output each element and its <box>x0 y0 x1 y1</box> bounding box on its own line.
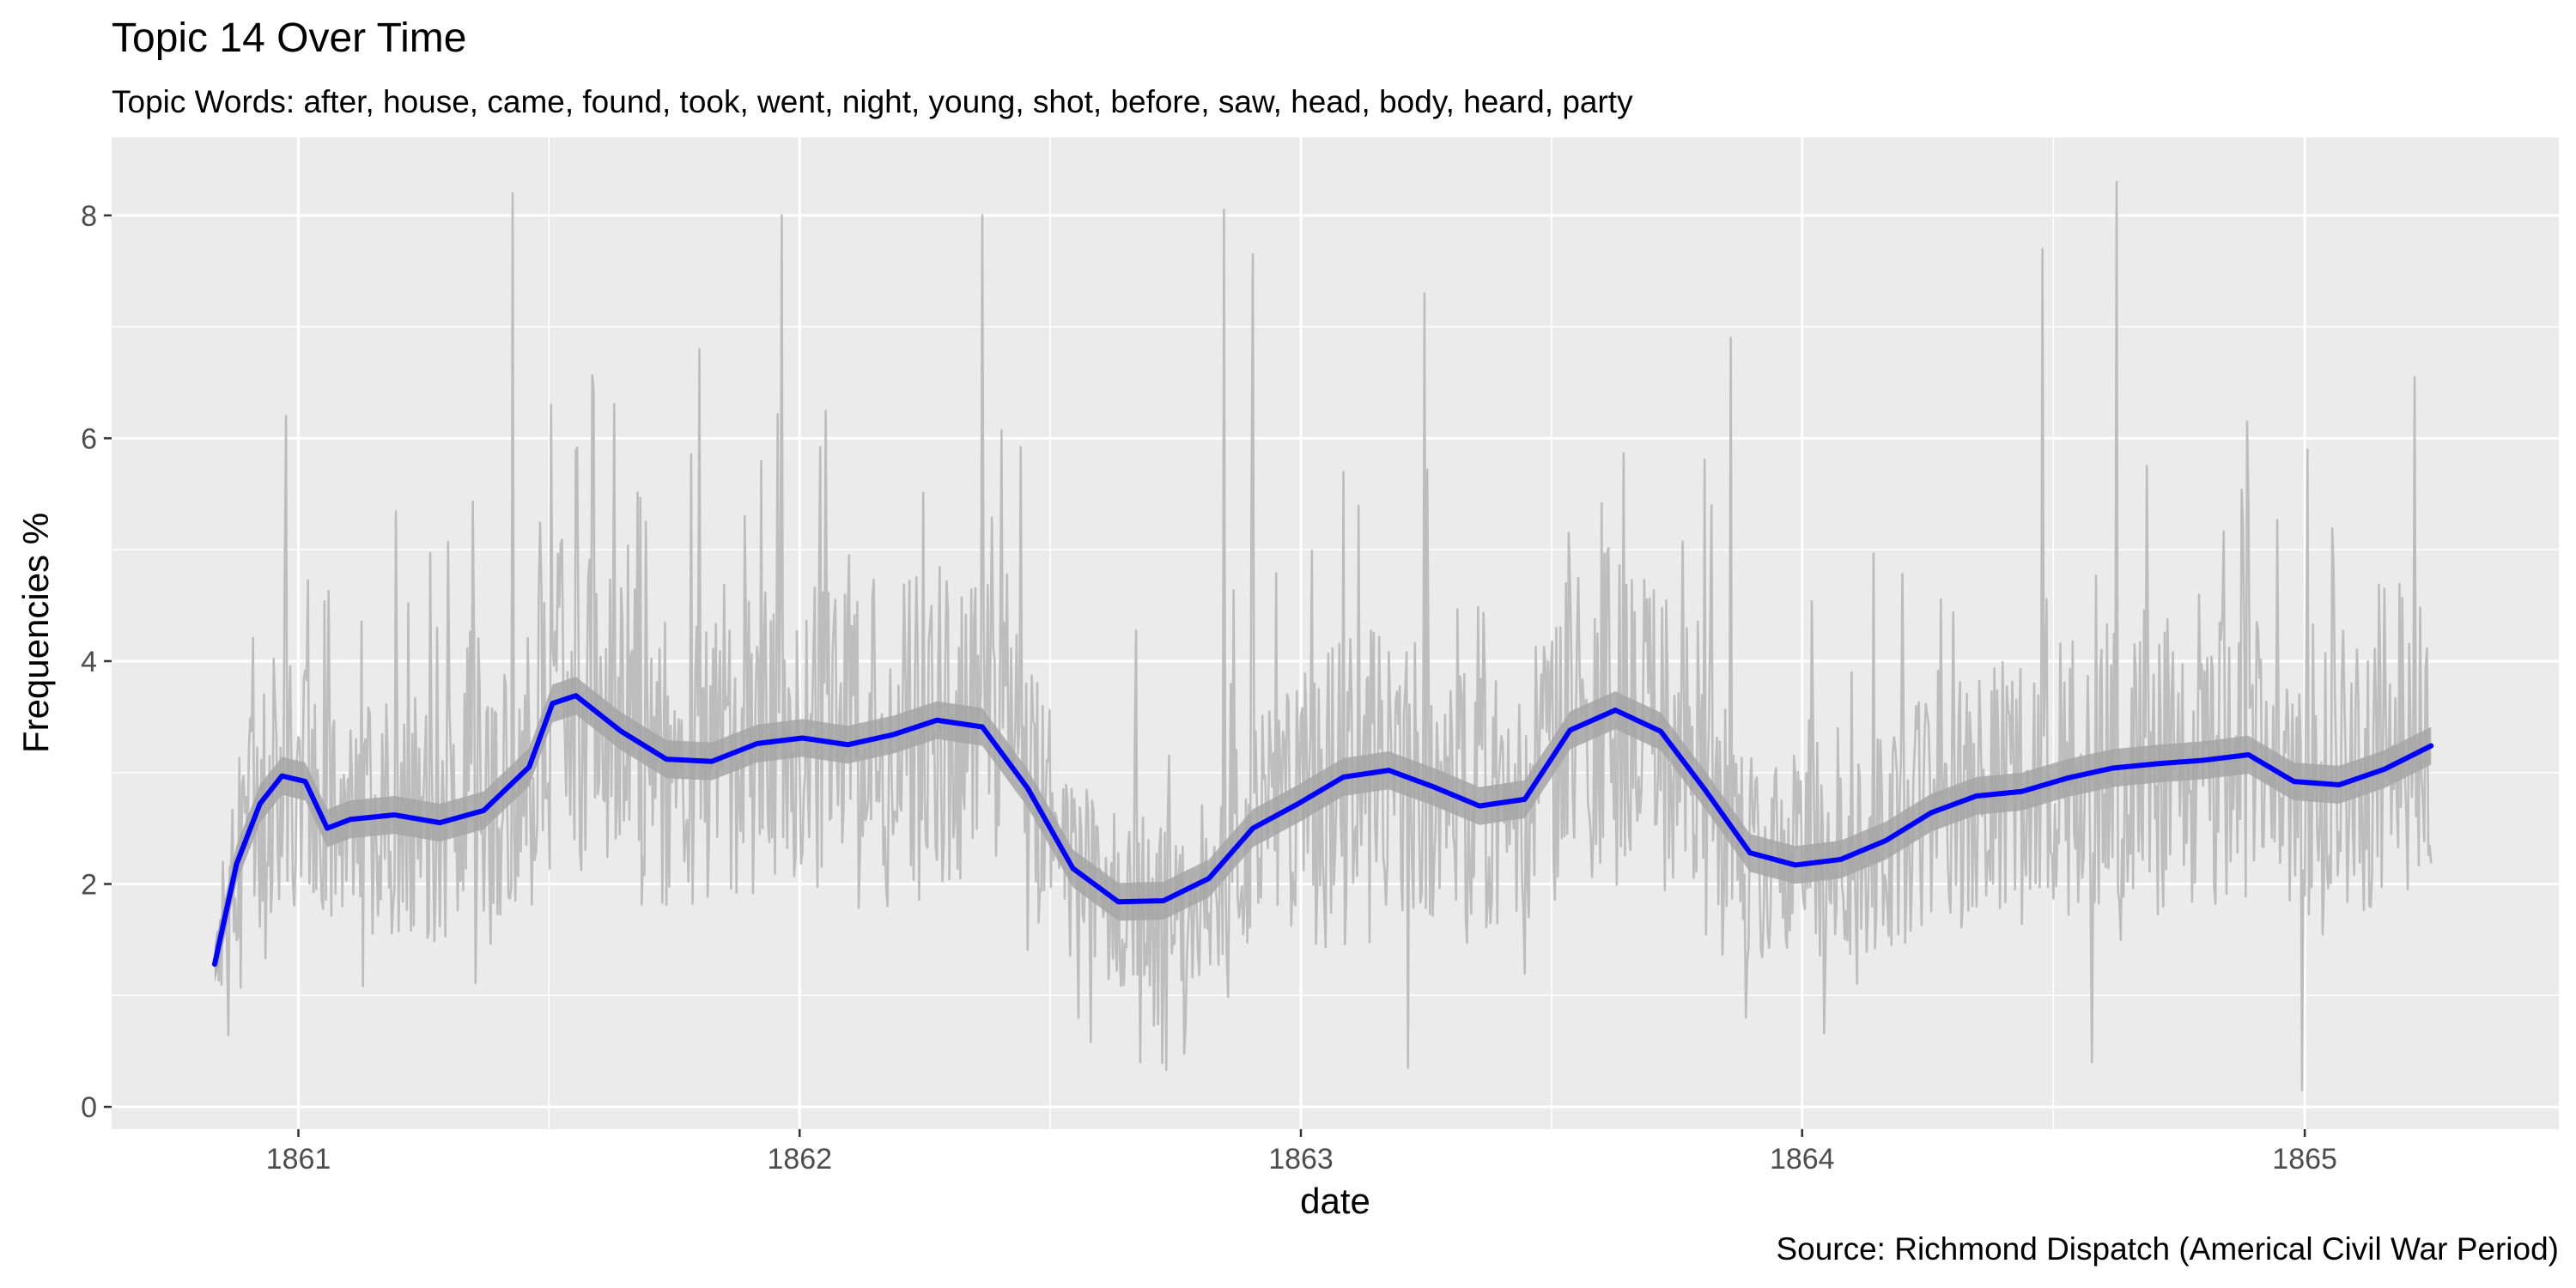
x-tick-label: 1862 <box>767 1143 832 1176</box>
y-tick-label: 2 <box>81 868 97 901</box>
y-axis: 0 2 4 6 8 <box>81 200 112 1124</box>
x-axis: 1861 1862 1863 1864 1865 <box>266 1129 2337 1176</box>
plot-panel <box>112 137 2559 1129</box>
smooth-line-layer <box>211 693 2434 967</box>
y-axis-title: Frequencies % <box>15 513 56 753</box>
y-tick-label: 0 <box>81 1091 97 1124</box>
smooth-ribbon-layer <box>214 677 2432 983</box>
y-tick-label: 6 <box>81 422 97 455</box>
y-tick-label: 4 <box>81 646 97 678</box>
x-tick-label: 1861 <box>266 1143 331 1176</box>
y-tick-label: 8 <box>81 200 97 233</box>
confidence-ribbon <box>214 677 2432 983</box>
smoothed-trend-line <box>211 693 2434 967</box>
chart-title: Topic 14 Over Time <box>112 15 466 61</box>
x-tick-label: 1864 <box>1770 1143 1835 1176</box>
chart-subtitle: Topic Words: after, house, came, found, … <box>112 84 1633 119</box>
chart-caption: Source: Richmond Dispatch (Americal Civi… <box>1776 1231 2559 1267</box>
grid-major <box>112 137 2559 1129</box>
x-axis-title: date <box>1300 1181 1370 1221</box>
x-tick-label: 1863 <box>1268 1143 1334 1176</box>
x-tick-label: 1865 <box>2272 1143 2337 1176</box>
